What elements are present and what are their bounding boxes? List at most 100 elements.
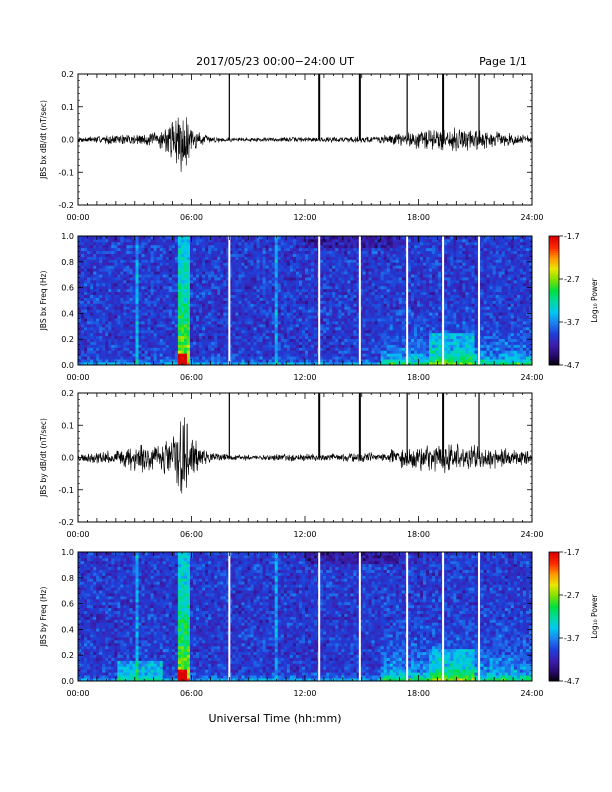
spectrogram-cell — [238, 285, 242, 290]
spectrogram-cell — [241, 288, 245, 293]
spectrogram-cell — [341, 262, 345, 266]
spectrogram-cell — [338, 247, 342, 252]
spectrogram-cell — [183, 277, 188, 281]
spectrogram-cell — [365, 306, 369, 310]
spectrogram-cell — [193, 288, 197, 293]
spectrogram-cell — [202, 282, 206, 287]
spectrogram-cell — [386, 350, 391, 354]
spectrogram-cell — [344, 262, 348, 266]
spectrogram-cell — [326, 326, 330, 331]
spectrogram-cell — [259, 238, 264, 243]
spectrogram-cell — [165, 291, 170, 296]
spectrogram-cell — [320, 297, 324, 301]
spectrogram-cell — [156, 238, 161, 243]
spectrogram-cell — [401, 288, 406, 293]
spectrogram-cell — [308, 356, 312, 360]
spectrogram-cell — [105, 362, 109, 366]
spectrogram-cell — [398, 329, 403, 334]
spectrogram-cell — [193, 259, 197, 263]
spectrogram-cell — [353, 282, 357, 287]
spectrogram-cell — [199, 309, 203, 313]
spectrogram-cell — [407, 362, 412, 366]
spectrogram-cell — [193, 244, 197, 249]
spectrogram-cell — [298, 347, 303, 351]
spectrogram-cell — [108, 315, 112, 319]
spectrogram-cell — [274, 241, 279, 246]
spectrogram-cell — [383, 309, 388, 313]
spectrogram-cell — [96, 321, 100, 325]
spectrogram-cell — [241, 236, 245, 240]
spectrogram-cell — [238, 268, 242, 272]
spectrogram-cell — [220, 315, 224, 319]
spectrogram-cell — [377, 279, 382, 284]
spectrogram-cell — [241, 303, 245, 307]
spectrogram-cell — [214, 262, 218, 266]
spectrogram-cell — [205, 265, 209, 269]
spectrogram-cell — [241, 271, 245, 275]
spectrogram-cell — [102, 247, 106, 252]
spectrogram-cell — [407, 318, 412, 322]
spectrogram-cell — [81, 362, 85, 366]
spectrogram-cell — [126, 326, 130, 331]
spectrogram-cell — [335, 247, 339, 252]
spectrogram-cell — [165, 253, 170, 257]
spectrogram-cell — [365, 265, 369, 269]
spectrogram-cell — [292, 338, 297, 342]
spectrogram-cell — [292, 309, 297, 313]
spectrogram-cell — [117, 291, 121, 296]
spectrogram-cell — [277, 359, 282, 363]
spectrogram-cell — [259, 315, 264, 319]
spectrogram-cell — [111, 341, 115, 345]
spectrogram-cell — [341, 309, 345, 313]
spectrogram-cell — [326, 312, 330, 316]
spectrogram-cell — [271, 288, 276, 293]
spectrogram-cell — [392, 271, 397, 275]
spectrogram-cell — [277, 323, 282, 328]
spectrogram-cell — [389, 300, 394, 304]
spectrogram-cell — [320, 315, 324, 319]
spectrogram-cell — [235, 265, 239, 269]
spectrogram-cell — [205, 259, 209, 263]
spectrogram-cell — [356, 256, 360, 260]
spectrogram-cell — [298, 271, 303, 275]
spectrogram-cell — [386, 329, 391, 334]
spectrogram-cell — [311, 241, 315, 246]
spectrogram-cell — [96, 362, 100, 366]
spectrogram-cell — [305, 318, 309, 322]
spectrogram-cell — [171, 321, 176, 325]
spectrogram-cell — [380, 356, 385, 360]
spectrogram-cell — [120, 335, 124, 340]
spectrogram-cell — [295, 347, 300, 351]
spectrogram-cell — [177, 253, 182, 257]
spectrogram-cell — [250, 262, 254, 266]
spectrogram-cell — [123, 265, 127, 269]
spectrogram-cell — [277, 329, 282, 334]
spectrogram-cell — [401, 274, 406, 278]
spectrogram-cell — [329, 335, 333, 340]
spectrogram-cell — [108, 288, 112, 293]
spectrogram-cell — [356, 362, 360, 366]
spectrogram-cell — [165, 359, 170, 363]
spectrogram-cell — [359, 344, 363, 348]
spectrogram-cell — [377, 312, 382, 316]
spectrogram-cell — [274, 288, 279, 293]
spectrogram-cell — [138, 247, 142, 252]
spectrogram-cell — [123, 318, 127, 322]
spectrogram-cell — [253, 294, 257, 298]
spectrogram-cell — [93, 274, 97, 278]
spectrogram-cell — [102, 315, 106, 319]
spectrogram-cell — [193, 279, 197, 284]
spectrogram-cell — [301, 256, 306, 260]
spectrogram-cell — [177, 312, 182, 316]
spectrogram-cell — [193, 321, 197, 325]
spectrogram-cell — [138, 309, 142, 313]
spectrogram-cell — [256, 326, 260, 331]
spectrogram-cell — [247, 318, 251, 322]
spectrogram-cell — [93, 238, 97, 243]
spectrogram-cell — [177, 323, 182, 328]
spectrogram-cell — [368, 356, 372, 360]
spectrogram-cell — [177, 259, 182, 263]
spectrogram-cell — [180, 291, 185, 296]
spectrogram-cell — [335, 256, 339, 260]
spectrogram-cell — [359, 247, 363, 252]
